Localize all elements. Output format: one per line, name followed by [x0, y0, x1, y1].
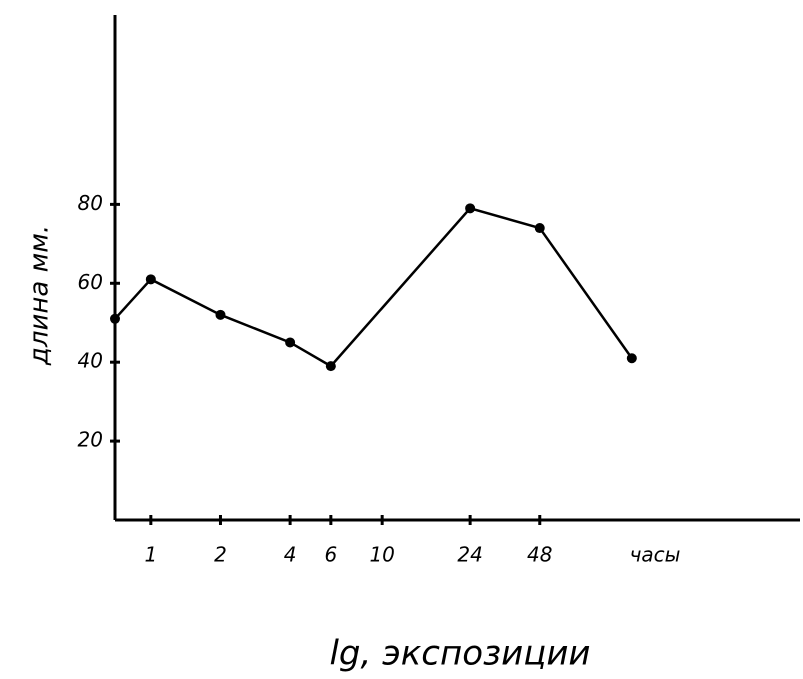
y-axis-label: длина мм. — [25, 225, 55, 366]
x-tick-label: 48 — [527, 543, 552, 567]
x-tick-label: 4 — [284, 543, 297, 567]
x-tick-label: 6 — [324, 543, 337, 567]
point — [534, 223, 545, 234]
point — [285, 337, 296, 348]
y-tick-label: 60 — [78, 270, 103, 294]
x-tick-label: 10 — [369, 543, 394, 567]
x-tick-label: 2 — [214, 543, 227, 567]
point — [626, 353, 637, 364]
point — [145, 274, 156, 285]
point — [110, 313, 120, 324]
y-tick-label: 80 — [78, 191, 103, 215]
y-tick-label: 40 — [78, 349, 103, 373]
line — [114, 206, 633, 368]
x-tick-label: 1 — [144, 543, 157, 567]
point — [325, 361, 336, 372]
x-tick-label: 24 — [457, 543, 482, 567]
point — [215, 309, 226, 320]
point — [465, 203, 476, 214]
x-unit: часы — [630, 543, 681, 567]
y-tick-label: 20 — [78, 428, 103, 452]
x-axis-label: lg, экспозиции — [329, 634, 590, 674]
